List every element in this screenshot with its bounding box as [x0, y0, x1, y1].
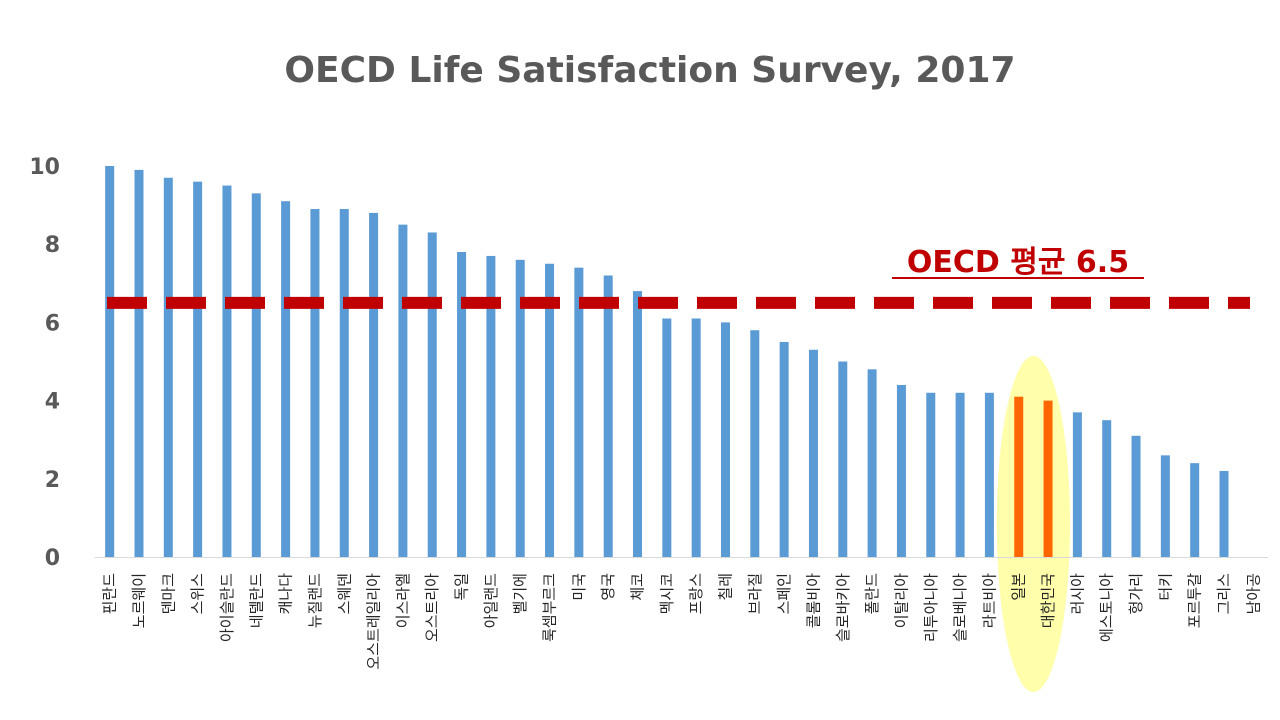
- bar: [779, 341, 789, 557]
- bar: [720, 322, 730, 557]
- bar: [193, 181, 203, 557]
- y-tick-label: 6: [45, 311, 60, 336]
- bar: [1190, 463, 1200, 557]
- x-tick-label: 벨기에: [511, 573, 529, 614]
- bar: [222, 185, 232, 558]
- x-tick-label: 러시아: [1068, 573, 1086, 615]
- highlighted-bar: [1043, 400, 1053, 557]
- x-tick-label: 체코: [629, 573, 647, 601]
- bar: [545, 263, 555, 557]
- highlight-ellipse: [996, 356, 1071, 692]
- bar: [251, 193, 261, 557]
- y-tick-label: 10: [29, 155, 60, 180]
- bar: [926, 392, 936, 557]
- bar: [1131, 435, 1141, 557]
- x-tick-label: 멕시코: [658, 573, 676, 614]
- x-tick-label: 일본: [1010, 573, 1028, 601]
- y-tick-label: 2: [45, 468, 60, 493]
- x-tick-label: 남아공: [1244, 573, 1262, 614]
- bar: [838, 361, 848, 557]
- bar: [984, 392, 994, 557]
- chart-title: OECD Life Satisfaction Survey, 2017: [284, 50, 1015, 91]
- x-tick-label: 미국: [570, 573, 588, 601]
- bar: [427, 232, 437, 557]
- x-tick-label: 이탈리아: [892, 573, 910, 628]
- x-tick-label: 이스라엘: [394, 573, 412, 628]
- x-tick-label: 아일랜드: [482, 573, 500, 628]
- bar: [486, 255, 496, 557]
- bars: [105, 166, 1229, 558]
- bar: [1219, 470, 1229, 557]
- x-tick-label: 오스트리아: [423, 573, 441, 642]
- y-tick-label: 0: [45, 546, 60, 571]
- x-tick-label: 브라질: [746, 573, 764, 614]
- bar: [457, 252, 467, 557]
- oecd-average-label: OECD 평균 6.5: [907, 245, 1129, 280]
- bar: [691, 318, 701, 557]
- bar: [1072, 412, 1082, 557]
- bar: [867, 369, 877, 557]
- y-axis: 0 2 4 6 8 10: [29, 155, 60, 571]
- bar: [750, 330, 760, 557]
- x-tick-label: 리투아니아: [922, 573, 940, 642]
- bar: [603, 275, 613, 557]
- x-tick-label: 칠레: [716, 573, 734, 601]
- bar: [281, 201, 291, 557]
- bar: [574, 267, 584, 557]
- x-tick-label: 스웨덴: [335, 573, 353, 614]
- x-tick-label: 덴마크: [159, 573, 177, 614]
- bar: [896, 384, 906, 557]
- highlighted-bar: [1014, 396, 1024, 557]
- x-tick-label: 터키: [1156, 573, 1174, 601]
- bar: [398, 224, 408, 557]
- x-tick-label: 캐나다: [277, 573, 295, 615]
- x-tick-label: 대한민국: [1039, 573, 1057, 628]
- x-tick-label: 노르웨이: [130, 573, 148, 628]
- bar: [633, 291, 643, 557]
- bar: [369, 212, 379, 558]
- x-tick-label: 뉴질랜드: [306, 573, 324, 628]
- x-tick-label: 네델란드: [247, 573, 265, 628]
- x-tick-label: 라트비아: [980, 573, 998, 628]
- bar: [339, 209, 349, 557]
- x-tick-label: 슬로베니아: [951, 573, 969, 642]
- x-tick-label: 룩셈부르크: [541, 573, 559, 642]
- x-tick-label: 오스트레일리아: [365, 573, 383, 670]
- y-tick-label: 8: [45, 233, 60, 258]
- bar: [515, 259, 525, 557]
- x-tick-label: 독일: [453, 573, 471, 601]
- x-tick-label: 헝가리: [1127, 573, 1145, 614]
- bar: [163, 177, 173, 558]
- x-tick-label: 영국: [599, 573, 617, 601]
- bar: [105, 166, 115, 557]
- bar: [134, 169, 144, 557]
- bar: [955, 392, 965, 557]
- x-tick-label: 콜롬비아: [804, 573, 822, 628]
- bar: [808, 349, 818, 557]
- x-tick-label: 그리스: [1215, 573, 1233, 615]
- x-tick-label: 에스토니아: [1098, 573, 1116, 642]
- x-tick-label: 아이슬란드: [218, 573, 236, 642]
- bar: [310, 209, 320, 557]
- bar: [1160, 455, 1170, 557]
- bar: [1102, 420, 1112, 557]
- highlight-layer: [996, 356, 1071, 692]
- x-axis-labels: 핀란드 노르웨이 덴마크 스위스 아이슬란드 네델란드 캐나다 뉴질랜드 스웨덴 오스트레일리아 이…: [101, 573, 1263, 670]
- x-tick-label: 포르투갈: [1186, 573, 1204, 628]
- x-tick-label: 폴란드: [863, 573, 881, 615]
- x-tick-label: 스페인: [775, 573, 793, 614]
- bar: [662, 318, 672, 557]
- x-tick-label: 슬로바키아: [834, 573, 852, 642]
- x-tick-label: 핀란드: [101, 573, 119, 615]
- y-tick-label: 4: [45, 390, 60, 415]
- x-tick-label: 프랑스: [687, 573, 705, 615]
- x-tick-label: 스위스: [189, 573, 207, 615]
